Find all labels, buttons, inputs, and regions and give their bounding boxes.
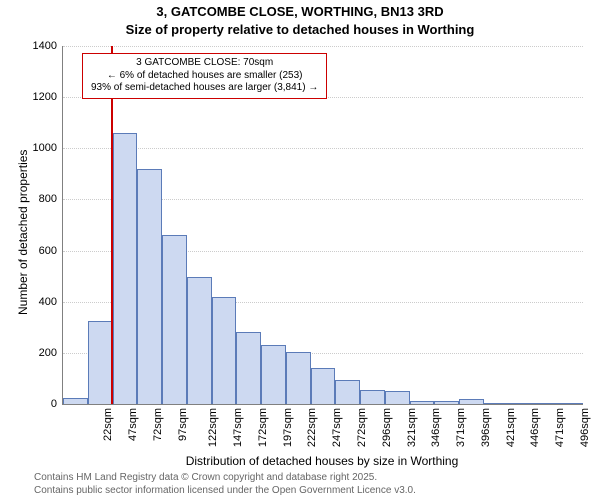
annotation-line3: 93% of semi-detached houses are larger (… [91, 82, 318, 95]
x-tick-label: 147sqm [232, 408, 244, 447]
x-tick-label: 22sqm [102, 408, 114, 441]
histogram-bar [484, 403, 509, 404]
histogram-bar [261, 345, 286, 404]
histogram-bar [434, 401, 459, 404]
gridline [63, 148, 583, 149]
y-tick-label: 1400 [33, 40, 63, 52]
annotation-box: 3 GATCOMBE CLOSE: 70sqm ← 6% of detached… [82, 53, 327, 99]
y-axis-label: Number of detached properties [16, 150, 30, 315]
histogram-bar [113, 133, 138, 404]
histogram-bar [533, 403, 558, 404]
histogram-bar [162, 235, 187, 404]
histogram-bar [459, 399, 484, 404]
histogram-bar [88, 321, 113, 404]
x-tick-label: 197sqm [282, 408, 294, 447]
histogram-bar [410, 401, 435, 404]
x-tick-label: 222sqm [307, 408, 319, 447]
footer-line2: Contains public sector information licen… [34, 485, 416, 497]
x-tick-label: 396sqm [480, 408, 492, 447]
x-axis-label: Distribution of detached houses by size … [62, 454, 582, 468]
y-tick-label: 200 [39, 347, 63, 359]
x-tick-label: 72sqm [152, 408, 164, 441]
histogram-bar [360, 390, 385, 404]
footer-line1: Contains HM Land Registry data © Crown c… [34, 472, 377, 484]
x-tick-label: 371sqm [455, 408, 467, 447]
x-tick-label: 122sqm [208, 408, 220, 447]
property-marker-line [111, 46, 113, 404]
x-tick-label: 47sqm [127, 408, 139, 441]
histogram-bar [558, 403, 583, 404]
x-tick-label: 296sqm [381, 408, 393, 447]
chart-title-line1: 3, GATCOMBE CLOSE, WORTHING, BN13 3RD [0, 4, 600, 19]
histogram-bar [187, 277, 212, 404]
histogram-bar [311, 368, 336, 404]
plot-area: 020040060080010001200140022sqm47sqm72sqm… [62, 46, 583, 405]
x-tick-label: 446sqm [529, 408, 541, 447]
x-tick-label: 496sqm [579, 408, 591, 447]
x-tick-label: 97sqm [177, 408, 189, 441]
x-tick-label: 346sqm [430, 408, 442, 447]
histogram-bar [212, 297, 237, 404]
histogram-bar [236, 332, 261, 404]
histogram-bar [385, 391, 410, 404]
x-tick-label: 272sqm [356, 408, 368, 447]
y-tick-label: 400 [39, 296, 63, 308]
histogram-bar [509, 403, 534, 404]
x-tick-label: 172sqm [257, 408, 269, 447]
histogram-bar [286, 352, 311, 404]
histogram-bar [63, 398, 88, 404]
y-tick-label: 0 [51, 398, 63, 410]
y-tick-label: 800 [39, 193, 63, 205]
chart-title-line2: Size of property relative to detached ho… [0, 22, 600, 37]
x-tick-label: 247sqm [331, 408, 343, 447]
y-tick-label: 1000 [33, 142, 63, 154]
y-tick-label: 600 [39, 245, 63, 257]
histogram-bar [137, 169, 162, 404]
x-tick-label: 321sqm [406, 408, 418, 447]
histogram-bar [335, 380, 360, 404]
gridline [63, 46, 583, 47]
x-tick-label: 421sqm [505, 408, 517, 447]
annotation-line2: ← 6% of detached houses are smaller (253… [91, 70, 318, 83]
annotation-line1: 3 GATCOMBE CLOSE: 70sqm [91, 57, 318, 70]
x-tick-label: 471sqm [554, 408, 566, 447]
y-tick-label: 1200 [33, 91, 63, 103]
